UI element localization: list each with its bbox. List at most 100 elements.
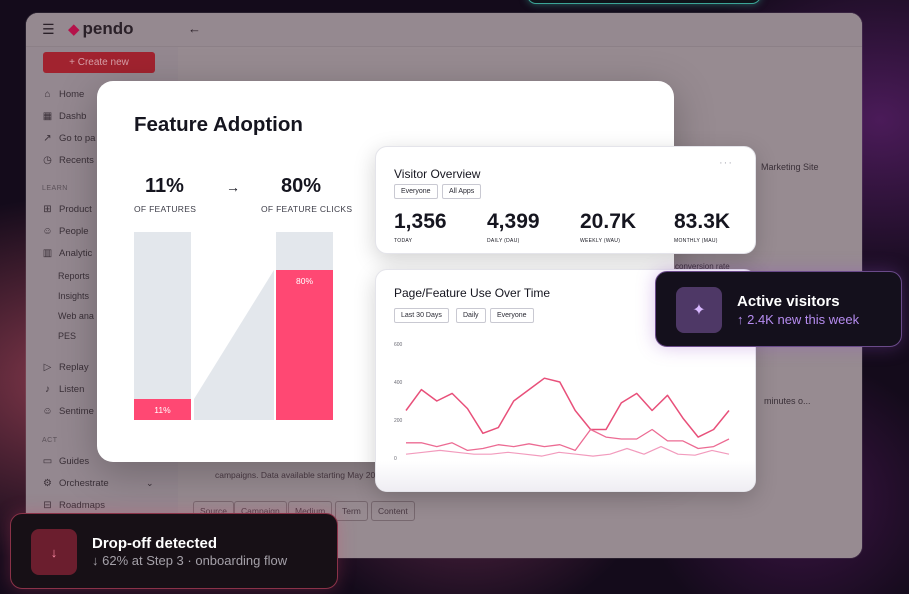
nav-web-analytics[interactable]: Web ana [58,311,94,321]
nav-home[interactable]: ⌂ Home [42,89,84,100]
drop-off-card[interactable]: ↓ Drop-off detected ↓ 62% at Step 3 · on… [10,513,338,589]
metric-mau-value: 83.3K [674,210,731,233]
nav-product[interactable]: ⊞ Product [42,204,92,215]
nav-sentiment[interactable]: ☺ Sentime [42,406,94,417]
app-topbar [26,13,862,47]
nav-label: Product [59,204,92,215]
drop-off-subtitle: ↓ 62% at Step 3 · onboarding flow [92,553,288,568]
nav-orchestrate[interactable]: ⚙ Orchestrate [42,478,109,489]
nav-replay[interactable]: ▷ Replay [42,362,89,373]
nav-analytics[interactable]: ▥ Analytic [42,248,93,259]
app-chip-all-apps[interactable]: All Apps [442,184,482,199]
chevron-down-icon[interactable]: ⌄ [146,478,154,488]
nav-label: Replay [59,362,89,373]
series-line-2 [406,428,730,452]
nav-roadmaps[interactable]: ⊟ Roadmaps [42,500,105,511]
nav-section-learn: LEARN [42,185,68,192]
filter-content[interactable]: Content [371,501,415,521]
back-arrow-icon[interactable]: ← [188,21,201,36]
nav-label: Recents [59,155,94,166]
nav-label: Orchestrate [59,478,109,489]
top-glow-pill[interactable] [527,0,761,4]
nav-guides[interactable]: ▭ Guides [42,456,89,467]
sentiment-icon: ☺ [42,406,53,417]
metric-dau-value: 4,399 [487,210,540,233]
metric-wau-label: WEEKLY (WAU) [580,238,621,244]
home-icon: ⌂ [44,89,51,100]
features-label: OF FEATURES [134,204,197,214]
metric-mau-label: MONTHLY (MAU) [674,238,718,244]
nav-people[interactable]: ☺ People [42,226,89,237]
guides-icon: ▭ [42,456,53,467]
y-tick-label: 600 [394,342,403,348]
arrow-right-icon: → [226,179,240,195]
nav-label: Go to pa [59,133,96,144]
bg-marketing-site: Marketing Site [761,162,819,172]
roadmap-icon: ⊟ [43,500,52,511]
nav-insights[interactable]: Insights [58,291,90,301]
features-bar-fill: 11% [134,399,191,420]
features-bar-track [134,232,191,420]
metric-wau-value: 20.7K [580,210,637,233]
active-visitors-card[interactable]: ✦ Active visitors ↑ 2.4K new this week [655,271,902,347]
nav-label: Dashb [59,111,87,122]
nav-pes[interactable]: PES [58,331,77,341]
series-line-3 [405,446,730,457]
use-over-time-chart: 600 400 200 0 [394,342,730,462]
drop-off-title: Drop-off detected [92,535,217,552]
listen-icon: ♪ [45,384,50,395]
segment-chip-everyone[interactable]: Everyone [394,184,438,199]
y-tick-label: 0 [394,456,397,462]
feature-adoption-title: Feature Adoption [134,113,303,136]
nav-label: Analytic [59,248,93,259]
date-range-chip[interactable]: Last 30 Days [394,308,449,323]
pendo-logo[interactable]: ◆ pendo [68,19,134,39]
nav-reports[interactable]: Reports [58,271,90,281]
grid-icon: ▦ [42,111,53,122]
create-new-button[interactable]: + Create new [43,52,155,73]
arrow-curve-icon: ↗ [43,133,52,144]
nav-label: Roadmaps [59,500,105,511]
nav-label: Sentime [59,406,94,417]
people-icon: ☺ [42,226,53,237]
filter-term[interactable]: Term [335,501,368,521]
logo-text: pendo [82,19,134,38]
nav-goto[interactable]: ↗ Go to pa [42,133,95,144]
bg-conversion-rate: conversion rate [675,262,730,271]
visitor-overview-title: Visitor Overview [394,167,481,181]
bg-minutes: minutes o... [764,396,811,406]
y-tick-label: 400 [394,380,403,386]
visitor-overview-card: Visitor Overview ··· Everyone All Apps 1… [375,146,756,254]
use-over-time-title: Page/Feature Use Over Time [394,286,551,300]
play-icon: ▷ [43,362,52,373]
nav-label: People [59,226,89,237]
more-options-icon[interactable]: ··· [719,157,733,169]
bg-description: campaigns. Data available starting May 2… [215,470,387,480]
y-tick-label: 200 [394,418,403,424]
nav-label: Home [59,89,85,100]
chart-icon: ▥ [42,248,53,259]
active-visitors-subtitle: ↑ 2.4K new this week [737,312,860,327]
metric-today-label: TODAY [394,238,413,244]
active-visitors-title: Active visitors [737,293,840,310]
nav-recents[interactable]: ◷ Recents [42,155,94,166]
funnel-connector [194,270,274,420]
nav-label: Guides [59,456,90,467]
sparkle-icon: ✦ [676,287,722,333]
nav-label: Listen [59,384,85,395]
nav-section-act: ACT [42,437,58,444]
chart-fade [376,461,755,491]
features-percent: 11% [145,175,184,197]
feature-clicks-bar-fill: 80% [276,270,333,420]
metric-dau-label: DAILY (DAU) [487,238,520,244]
segment-chip[interactable]: Everyone [490,308,534,323]
hamburger-menu-icon[interactable]: ☰ [42,21,55,37]
feature-clicks-percent: 80% [281,175,322,197]
interval-chip[interactable]: Daily [456,308,486,323]
pendo-mark-icon: ◆ [68,21,80,38]
product-icon: ⊞ [43,204,52,215]
feature-clicks-label: OF FEATURE CLICKS [261,204,353,214]
series-line-1 [405,377,730,438]
nav-listen[interactable]: ♪ Listen [42,384,84,395]
nav-dashboards[interactable]: ▦ Dashb [42,111,87,122]
